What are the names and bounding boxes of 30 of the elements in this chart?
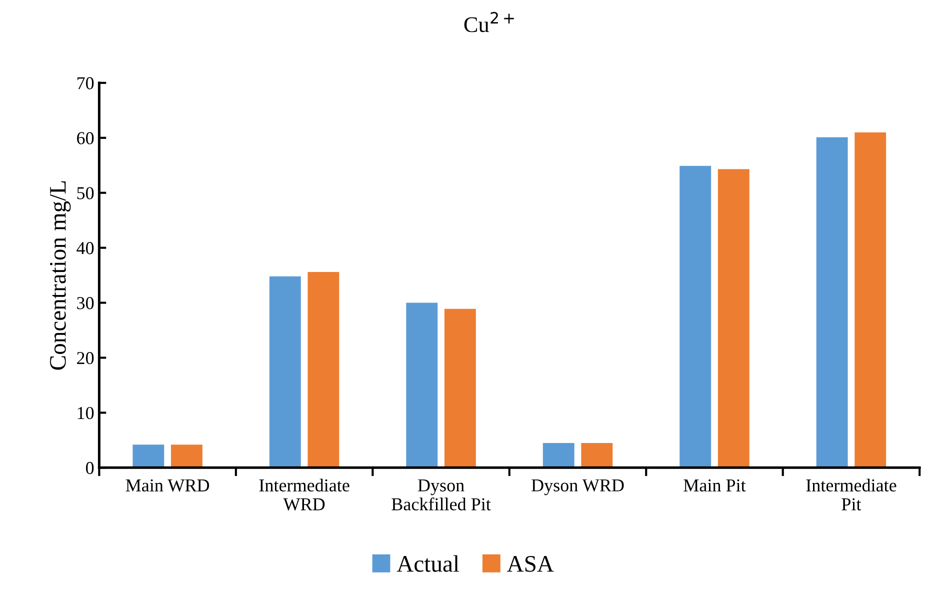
x-tick-label: Main WRD bbox=[126, 479, 210, 492]
bar bbox=[170, 444, 202, 468]
x-tick-label: Intermediate WRD bbox=[259, 478, 350, 510]
bar bbox=[816, 137, 848, 468]
x-tick-label: Dyson WRD bbox=[532, 479, 624, 496]
legend-label: Actual bbox=[396, 555, 460, 572]
x-tick-label: Intermediate Pit bbox=[806, 478, 896, 510]
bar bbox=[581, 442, 613, 468]
bar bbox=[444, 308, 476, 468]
bar bbox=[718, 169, 750, 468]
legend-label: ASA bbox=[507, 556, 554, 572]
bar bbox=[406, 302, 438, 468]
y-tick-label: 0 bbox=[86, 462, 94, 474]
bar bbox=[308, 272, 340, 468]
x-tick-label: Main Pit bbox=[684, 479, 746, 492]
bar bbox=[854, 132, 886, 468]
bar bbox=[269, 276, 301, 468]
bar bbox=[680, 166, 712, 468]
x-tick-label: Dyson Backfilled Pit bbox=[392, 479, 491, 510]
y-tick-label: 70 bbox=[77, 77, 94, 90]
chart-title: Cu$^{2+}$ bbox=[464, 12, 514, 32]
y-tick-label: 20 bbox=[77, 352, 94, 364]
y-tick-label: 30 bbox=[77, 297, 94, 310]
bar bbox=[542, 442, 574, 468]
y-tick-label: 10 bbox=[78, 406, 94, 420]
y-tick-label: 60 bbox=[77, 132, 94, 144]
y-axis-title: Concentration mg/L bbox=[50, 181, 71, 370]
y-tick-label: 50 bbox=[77, 187, 94, 200]
y-tick-label: 40 bbox=[76, 242, 94, 254]
bar bbox=[132, 444, 164, 468]
